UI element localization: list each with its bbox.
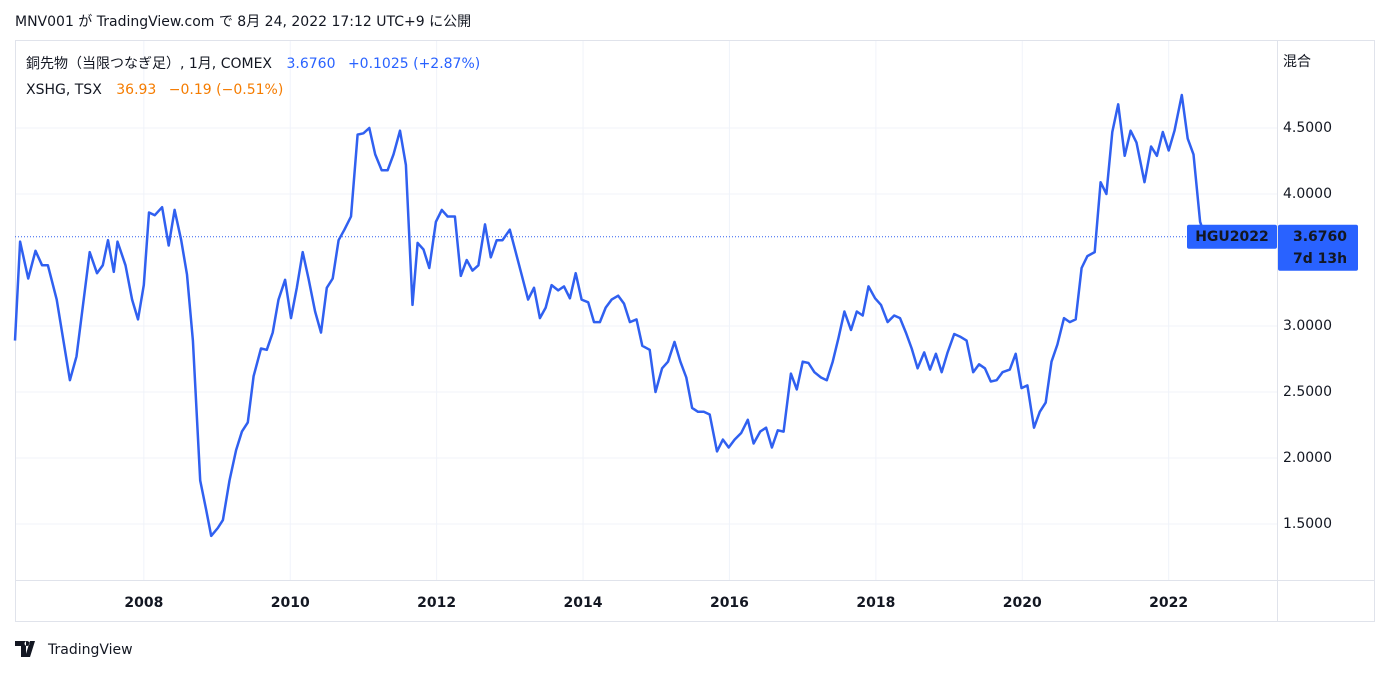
y-tick-label: 4.5000 — [1283, 120, 1332, 136]
x-tick-label: 2018 — [856, 595, 895, 611]
logo: TradingView — [15, 641, 133, 658]
y-tick-label: 2.0000 — [1283, 450, 1332, 466]
footer-brand: TradingView — [47, 642, 133, 658]
y-tick-label: 1.5000 — [1283, 516, 1332, 532]
header: MNV001 が TradingView.com で 8月 24, 2022 1… — [15, 14, 471, 30]
symbol-tag: HGU2022 — [1195, 229, 1269, 245]
y-tick-label: 4.0000 — [1283, 186, 1332, 202]
price-line — [13, 93, 1207, 538]
compare-change: −0.19 (−0.51%) — [169, 82, 283, 98]
compare-price: 36.93 — [116, 82, 156, 98]
logo-mark — [15, 641, 35, 657]
y-tick-label: 3.0000 — [1283, 318, 1332, 334]
legend-price: 3.6760 — [286, 56, 335, 72]
legend-compare: XSHG, TSX 36.93 −0.19 (−0.51%) — [26, 82, 283, 98]
y-tick-label: 2.5000 — [1283, 384, 1332, 400]
x-tick-label: 2008 — [124, 595, 163, 611]
x-tick-label: 2010 — [271, 595, 310, 611]
symbol-tag-bg — [1187, 224, 1277, 249]
legend-main: 銅先物（当限つなぎ足）, 1月, COMEX 3.6760 +0.1025 (+… — [26, 56, 480, 72]
x-tick-label: 2012 — [417, 595, 456, 611]
x-tick-label: 2016 — [710, 595, 749, 611]
countdown: 7d 13h — [1293, 251, 1347, 267]
scale-mode: 混合 — [1283, 54, 1311, 70]
price-tag: 3.6760 — [1293, 229, 1347, 245]
price-tag-bg — [1278, 224, 1358, 271]
grid — [15, 40, 1277, 580]
legend-name: 銅先物（当限つなぎ足）, 1月, COMEX — [26, 56, 272, 72]
legend-change: +0.1025 (+2.87%) — [348, 56, 480, 72]
x-tick-label: 2020 — [1003, 595, 1042, 611]
x-tick-label: 2014 — [564, 595, 603, 611]
x-tick-label: 2022 — [1149, 595, 1188, 611]
compare-name: XSHG, TSX — [26, 82, 102, 98]
